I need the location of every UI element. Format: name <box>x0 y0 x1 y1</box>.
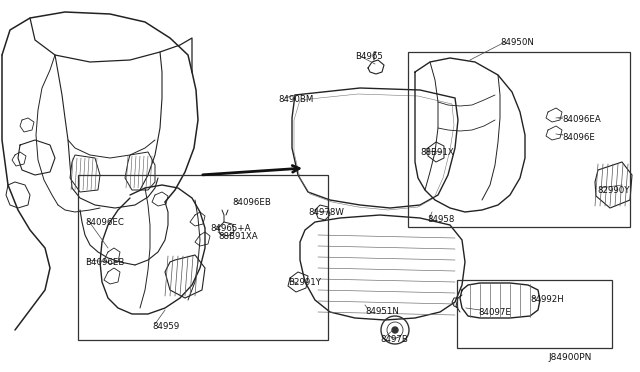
Text: 84958: 84958 <box>427 215 454 224</box>
Text: 84965+A: 84965+A <box>210 224 250 233</box>
Text: B2991Y: B2991Y <box>288 278 321 287</box>
Text: 8497B: 8497B <box>380 335 408 344</box>
Text: 84096EA: 84096EA <box>562 115 601 124</box>
Circle shape <box>392 327 398 333</box>
Text: 88B91X: 88B91X <box>420 148 454 157</box>
Text: 84096EB: 84096EB <box>232 198 271 207</box>
Text: 8490BM: 8490BM <box>278 95 314 104</box>
Bar <box>457 280 612 348</box>
Text: 84959: 84959 <box>152 322 179 331</box>
Text: 84992H: 84992H <box>530 295 564 304</box>
Bar <box>78 175 328 340</box>
Text: B4096EB: B4096EB <box>85 258 124 267</box>
Text: 84950N: 84950N <box>500 38 534 47</box>
Text: 84097E: 84097E <box>478 308 511 317</box>
Text: B4965: B4965 <box>355 52 383 61</box>
Text: 82990Y: 82990Y <box>597 186 630 195</box>
Text: 84951N: 84951N <box>365 307 399 316</box>
Text: 84978W: 84978W <box>308 208 344 217</box>
Text: 84096E: 84096E <box>562 133 595 142</box>
Text: 84096EC: 84096EC <box>85 218 124 227</box>
Text: J84900PN: J84900PN <box>548 353 591 362</box>
Bar <box>408 52 630 227</box>
Text: 88B91XA: 88B91XA <box>218 232 258 241</box>
